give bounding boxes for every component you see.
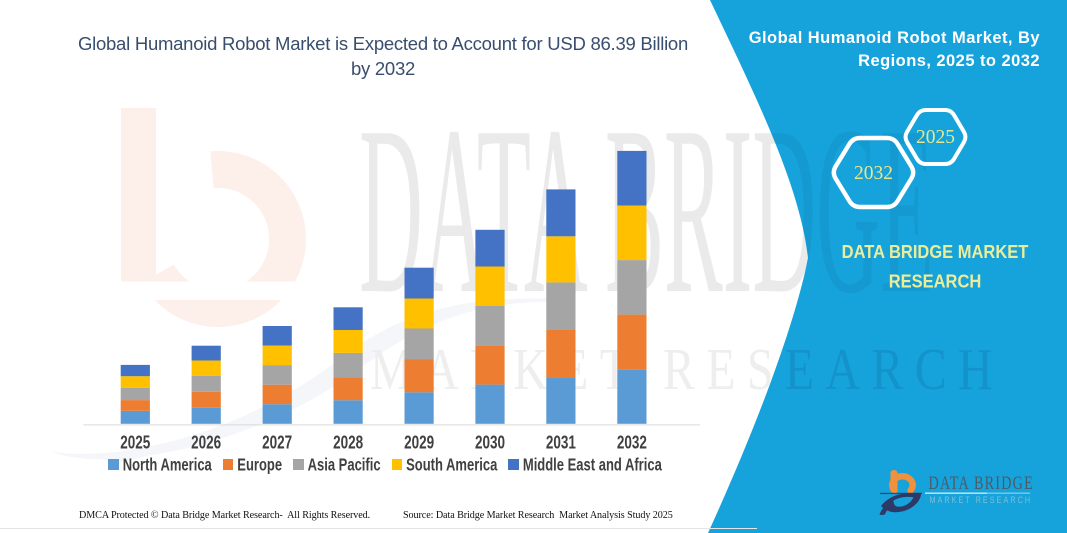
svg-text:2025: 2025 <box>916 127 955 148</box>
svg-text:MARKET RESEARCH: MARKET RESEARCH <box>930 494 1033 505</box>
svg-text:DATA BRIDGE: DATA BRIDGE <box>929 472 1034 493</box>
svg-text:2032: 2032 <box>854 163 893 184</box>
